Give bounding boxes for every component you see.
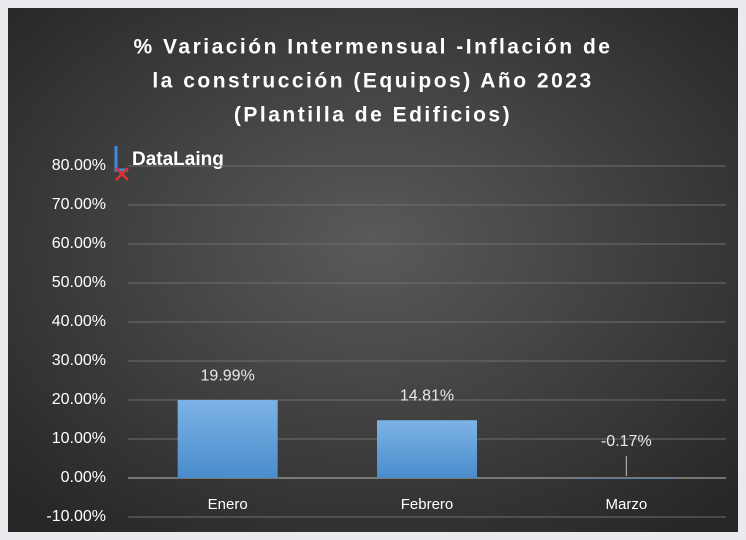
chart-title: la construcción (Equipos) Año 2023: [152, 70, 593, 93]
y-tick-label: 80.00%: [52, 157, 106, 174]
y-tick-label: -10.00%: [46, 508, 106, 525]
chart-title: % Variación Intermensual -Inflación de: [134, 36, 613, 59]
data-label: 14.81%: [400, 387, 454, 404]
logo: DataLaing: [114, 146, 224, 181]
y-tick-label: 60.00%: [52, 235, 106, 252]
y-tick-label: 0.00%: [61, 469, 106, 486]
y-tick-label: 40.00%: [52, 313, 106, 330]
bar: [576, 478, 677, 479]
y-tick-label: 10.00%: [52, 430, 106, 447]
panel: [8, 8, 738, 532]
bar: [177, 400, 278, 478]
watermark: DataLaing: [132, 149, 224, 170]
data-label: 19.99%: [201, 367, 255, 384]
x-tick-label: Marzo: [605, 496, 647, 513]
y-tick-label: 70.00%: [52, 196, 106, 213]
x-tick-label: Enero: [208, 496, 248, 513]
data-label: -0.17%: [601, 433, 652, 450]
chart-title: (Plantilla de Edificios): [234, 104, 512, 127]
y-tick-label: 20.00%: [52, 391, 106, 408]
y-tick-label: 50.00%: [52, 274, 106, 291]
bar: [377, 420, 477, 478]
x-tick-label: Febrero: [401, 496, 454, 513]
y-tick-label: 30.00%: [52, 352, 106, 369]
